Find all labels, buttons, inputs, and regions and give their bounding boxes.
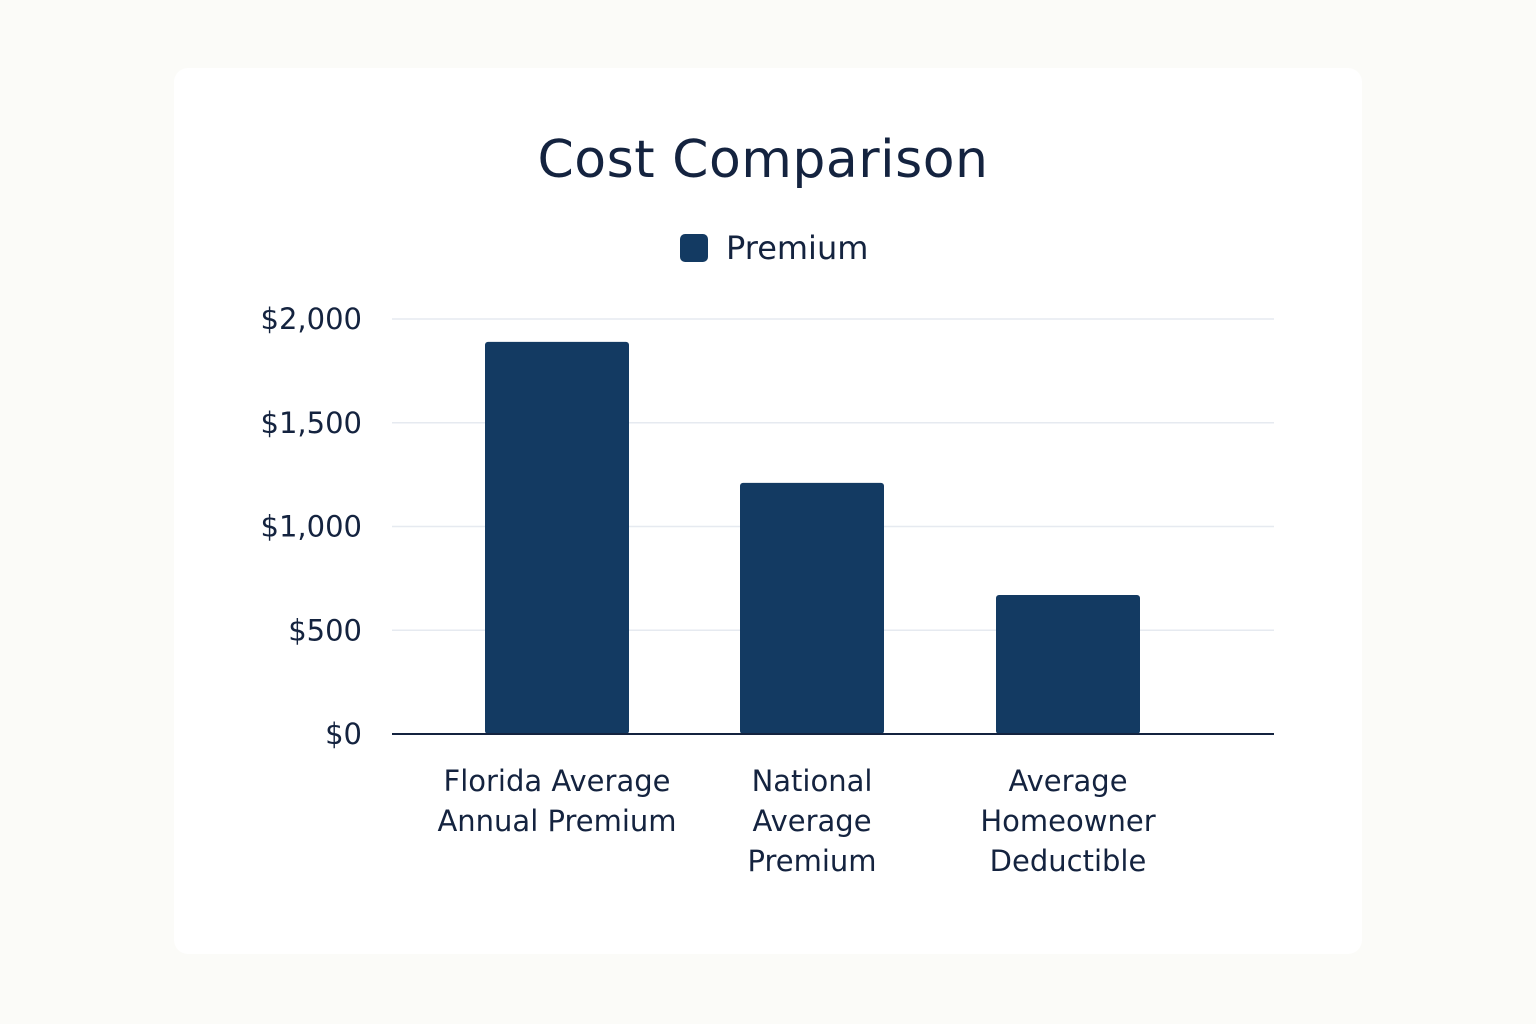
x-tick-label-line: Premium	[747, 844, 876, 878]
x-tick-label: Average Homeowner Deductible	[980, 764, 1155, 878]
bars	[485, 341, 1140, 734]
chart-legend: Premium	[680, 228, 868, 268]
x-tick-label-line: Homeowner	[980, 804, 1155, 838]
x-tick-label: Florida Average Annual Premium	[437, 764, 676, 838]
x-tick-labels: Florida Average Annual Premium National Ave…	[437, 764, 1155, 878]
y-tick-label: $500	[288, 613, 362, 647]
legend-swatch-premium	[680, 234, 708, 262]
x-tick-label-line: Annual Premium	[437, 804, 676, 838]
chart-title: Cost Comparison	[537, 130, 989, 190]
x-tick-label-line: Average	[752, 804, 871, 838]
bar	[740, 482, 884, 734]
bar	[485, 341, 629, 734]
y-tick-label: $2,000	[261, 302, 362, 336]
y-tick-label: $1,500	[261, 406, 362, 440]
legend-label-premium: Premium	[726, 229, 869, 267]
y-tick-labels: $0 $500 $1,000 $1,500 $2,000	[261, 302, 362, 751]
x-tick-label-line: National	[752, 764, 873, 798]
x-tick-label-line: Florida Average	[444, 764, 671, 798]
bar	[996, 594, 1140, 734]
x-tick-label-line: Deductible	[990, 844, 1147, 878]
y-tick-label: $1,000	[261, 510, 362, 544]
x-tick-label: National Average Premium	[747, 764, 876, 878]
x-tick-label-line: Average	[1008, 764, 1127, 798]
y-tick-label: $0	[325, 717, 362, 751]
